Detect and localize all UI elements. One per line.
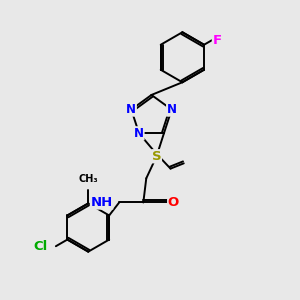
Text: CH₃: CH₃ (78, 174, 98, 184)
Text: N: N (167, 103, 177, 116)
Text: O: O (168, 196, 179, 209)
Text: Cl: Cl (33, 240, 48, 253)
Text: N: N (134, 127, 144, 140)
Text: N: N (126, 103, 136, 116)
Text: NH: NH (90, 196, 113, 209)
Text: F: F (212, 34, 222, 47)
Text: S: S (152, 150, 161, 163)
